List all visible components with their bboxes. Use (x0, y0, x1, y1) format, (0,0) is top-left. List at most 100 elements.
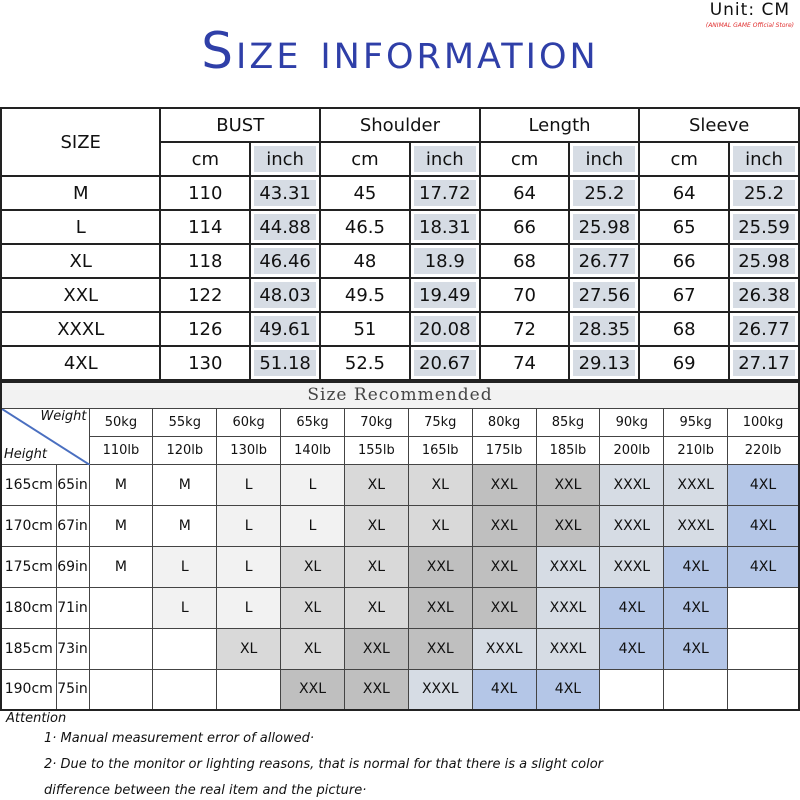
recommended-size: XL (280, 627, 345, 670)
measurement: 64 (478, 175, 571, 211)
measurement: 66 (478, 209, 571, 245)
weight-kg: 95kg (663, 407, 729, 437)
recommended-size: XL (280, 545, 345, 588)
weight-lb: 185lb (535, 435, 601, 465)
recommended-size: M (152, 463, 218, 506)
cm-header: cm (478, 141, 571, 177)
recommended-size (88, 668, 154, 711)
recommended-size: XL (407, 463, 473, 506)
recommended-size: XXL (280, 668, 345, 711)
weight-lb: 210lb (663, 435, 729, 465)
measurement: 25.2 (568, 175, 641, 211)
size-name: 4XL (0, 345, 162, 381)
height-cm: 185cm (0, 627, 57, 670)
height-row: 185cm 73in XL XL XXL XXL XXXL XXXL 4XL 4XL (0, 627, 800, 670)
store-label: (ANIMAL GAME Official Store) (705, 22, 794, 29)
measurement: 25.98 (568, 209, 641, 245)
recommended-size (599, 668, 665, 711)
recommended-size (216, 668, 282, 711)
height-cm: 180cm (0, 586, 57, 629)
measurement: 64 (638, 175, 730, 211)
measurement: 20.08 (408, 311, 481, 347)
measurement: 25.59 (728, 209, 800, 245)
measurement: 26.77 (568, 243, 641, 279)
weight-kg: 100kg (727, 407, 800, 437)
recommended-size (727, 627, 800, 670)
recommended-size: XXXL (471, 627, 537, 670)
size-row: XXXL 126 49.61 51 20.08 72 28.35 68 26.77 (0, 311, 800, 347)
measurement: 49.61 (249, 311, 322, 347)
weight-lb: 110lb (88, 435, 154, 465)
measurement: 46.46 (249, 243, 322, 279)
recommended-size: XXL (407, 545, 473, 588)
recommended-size: XXXL (599, 504, 665, 547)
size-name: XXXL (0, 311, 162, 347)
measurement: 70 (478, 277, 571, 313)
inch-header: inch (408, 141, 481, 177)
size-name: M (0, 175, 162, 211)
recommended-size: XXXL (663, 463, 729, 506)
measurement: 25.2 (728, 175, 800, 211)
recommended-size: XXXL (599, 545, 665, 588)
recommend-title: Size Recommended (0, 381, 800, 409)
measurement: 48 (319, 243, 411, 279)
measurement: 27.17 (728, 345, 800, 381)
height-row: 180cm 71in L L XL XL XXL XXL XXXL 4XL 4XL (0, 586, 800, 629)
height-in: 73in (55, 627, 90, 670)
measurement: 118 (159, 243, 252, 279)
group-header: Sleeve (638, 107, 800, 143)
measurement: 49.5 (319, 277, 411, 313)
note-2-cont: difference between the real item and the… (44, 783, 367, 798)
weight-kg: 70kg (343, 407, 409, 437)
measurement: 46.5 (319, 209, 411, 245)
recommended-size: XXXL (663, 504, 729, 547)
measurement: 51 (319, 311, 411, 347)
measurement: 51.18 (249, 345, 322, 381)
note-2: 2· Due to the monitor or lighting reason… (44, 757, 604, 772)
size-name: L (0, 209, 162, 245)
weight-kg: 55kg (152, 407, 218, 437)
recommended-size: XXXL (407, 668, 473, 711)
measurement: 18.9 (408, 243, 481, 279)
recommended-size: 4XL (727, 545, 800, 588)
recommended-size: L (280, 504, 345, 547)
recommended-size: M (152, 504, 218, 547)
height-in: 75in (55, 668, 90, 711)
weight-lb: 165lb (407, 435, 473, 465)
recommended-size: 4XL (727, 504, 800, 547)
recommended-size: XXXL (535, 627, 601, 670)
measurement: 18.31 (408, 209, 481, 245)
recommended-size: XXL (471, 545, 537, 588)
recommended-size: 4XL (663, 586, 729, 629)
recommended-size (727, 668, 800, 711)
measurement: 126 (159, 311, 252, 347)
recommended-size: XXL (471, 463, 537, 506)
recommended-size: M (88, 545, 154, 588)
weight-lb: 200lb (599, 435, 665, 465)
recommended-size: L (216, 586, 282, 629)
height-row: 175cm 69in M L L XL XL XXL XXL XXXL XXXL 4XL 4XL (0, 545, 800, 588)
measurement: 17.72 (408, 175, 481, 211)
measurement: 19.49 (408, 277, 481, 313)
recommended-size: 4XL (663, 545, 729, 588)
recommended-size: 4XL (599, 586, 665, 629)
height-row: 170cm 67in M M L L XL XL XXL XXL XXXL XXXL 4XL (0, 504, 800, 547)
recommended-size: XXL (535, 463, 601, 506)
measurement: 130 (159, 345, 252, 381)
weight-lb: 120lb (152, 435, 218, 465)
cm-header: cm (319, 141, 411, 177)
measurement: 74 (478, 345, 571, 381)
measurement: 26.38 (728, 277, 800, 313)
weight-kg: 80kg (471, 407, 537, 437)
measurement: 44.88 (249, 209, 322, 245)
measurement: 52.5 (319, 345, 411, 381)
recommended-size: 4XL (535, 668, 601, 711)
recommended-size: L (152, 586, 218, 629)
height-in: 67in (55, 504, 90, 547)
recommended-size: 4XL (599, 627, 665, 670)
recommended-size: L (152, 545, 218, 588)
size-recommend-table: Size Recommended Weight Height 50kg 55kg 60kg… (0, 381, 800, 711)
size-row: M 110 43.31 45 17.72 64 25.2 64 25.2 (0, 175, 800, 211)
recommended-size: XXL (471, 586, 537, 629)
recommended-size: L (280, 463, 345, 506)
